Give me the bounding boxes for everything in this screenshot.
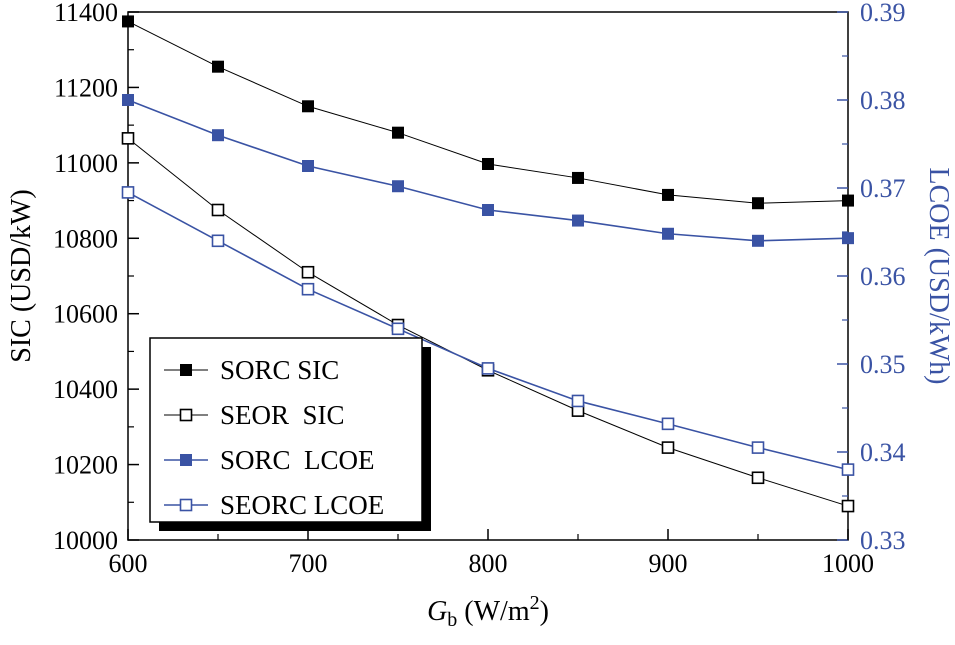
data-point	[180, 364, 192, 376]
series-sorc-sic	[122, 15, 854, 210]
left-axis-tick-label: 11400	[54, 0, 118, 27]
axes: 10000 10200 10400 10600 10800 11000 11200 11400…	[53, 0, 906, 578]
data-point	[121, 186, 135, 199]
data-point	[301, 282, 315, 296]
x-axis-tick-label: 1000	[822, 549, 874, 578]
data-point	[391, 322, 405, 336]
right-axis-tick-label: 0.37	[860, 174, 906, 203]
data-point	[392, 126, 404, 139]
data-point	[122, 15, 134, 28]
data-point	[571, 394, 585, 408]
data-point	[301, 265, 315, 279]
right-axis-tick-label: 0.33	[860, 526, 906, 555]
series-sorc-lcoe	[122, 94, 854, 247]
data-point	[180, 454, 192, 466]
data-point	[662, 227, 674, 240]
data-point	[179, 498, 193, 512]
data-point	[662, 188, 674, 201]
x-axis-tick-label: 600	[109, 549, 148, 578]
data-point	[842, 232, 854, 245]
x-axis-title: Gb (W/m2)	[427, 592, 549, 631]
legend-label: SORC LCOE	[220, 445, 375, 475]
right-axis-title: LCOE (USD/kWh)	[923, 168, 954, 385]
data-point	[752, 234, 764, 247]
legend-label: SORC SIC	[220, 355, 339, 385]
left-axis-tick-label: 10400	[53, 375, 118, 404]
data-point	[211, 234, 225, 248]
data-point	[121, 132, 135, 145]
data-point	[211, 203, 225, 217]
data-point	[212, 129, 224, 142]
series-seorc-lcoe	[121, 186, 855, 476]
left-axis-tick-label: 10600	[53, 300, 118, 329]
data-point	[572, 171, 584, 184]
x-axis-tick-label: 900	[649, 549, 688, 578]
left-axis-tick-label: 11000	[54, 149, 118, 178]
legend: SORC SIC SEOR SIC SORC LCOE SEORC LCOE	[149, 337, 431, 531]
data-point	[302, 160, 314, 172]
data-point	[122, 94, 134, 106]
left-axis-title: SIC (USD/kW)	[6, 189, 37, 362]
data-point	[752, 197, 764, 210]
legend-label: SEORC LCOE	[220, 490, 384, 520]
left-axis-tick-label: 10200	[53, 451, 118, 480]
data-point	[751, 441, 765, 454]
data-point	[392, 180, 404, 193]
data-point	[302, 100, 314, 113]
left-axis-tick-label: 10000	[53, 526, 118, 555]
data-point	[482, 157, 494, 170]
data-point	[481, 362, 495, 375]
data-point	[179, 408, 193, 422]
data-point	[661, 417, 675, 431]
x-axis-tick-label: 800	[469, 549, 508, 578]
data-point	[572, 214, 584, 227]
legend-box	[149, 337, 423, 523]
data-point	[751, 471, 765, 485]
data-point	[841, 463, 855, 476]
left-axis-tick-label: 11200	[54, 73, 118, 102]
right-axis-tick-label: 0.36	[860, 262, 906, 291]
data-point	[212, 60, 224, 73]
data-point	[842, 194, 854, 207]
data-point	[661, 441, 675, 454]
left-axis-tick-label: 10800	[53, 224, 118, 253]
x-axis-tick-label: 700	[289, 549, 328, 578]
right-axis-tick-label: 0.34	[860, 438, 906, 467]
legend-label: SEOR SIC	[220, 400, 345, 430]
right-axis-tick-label: 0.39	[860, 0, 906, 27]
data-point	[482, 204, 494, 216]
right-axis-tick-label: 0.35	[860, 350, 906, 379]
right-axis-tick-label: 0.38	[860, 86, 906, 115]
data-point	[841, 499, 855, 513]
